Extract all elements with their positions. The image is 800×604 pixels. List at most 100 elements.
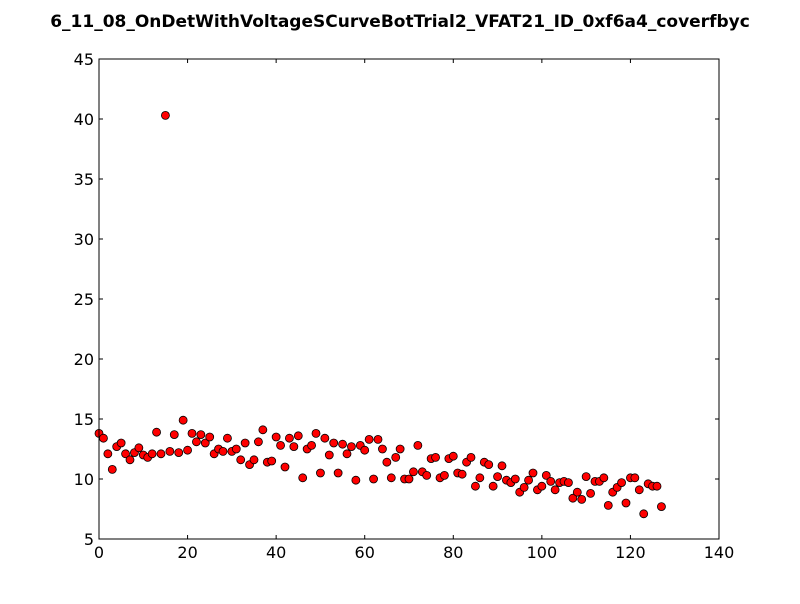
data-point bbox=[231, 444, 241, 454]
data-point bbox=[431, 452, 440, 462]
data-point bbox=[546, 476, 556, 486]
data-point bbox=[276, 440, 285, 450]
data-point bbox=[493, 472, 502, 482]
data-point bbox=[107, 464, 117, 474]
data-point bbox=[174, 448, 184, 458]
data-point bbox=[630, 473, 640, 483]
data-point bbox=[200, 438, 210, 448]
data-point bbox=[528, 468, 538, 478]
data-point bbox=[488, 481, 498, 491]
data-point bbox=[364, 434, 374, 444]
data-point bbox=[564, 478, 573, 488]
data-point bbox=[475, 473, 485, 483]
x-tick-label: 60 bbox=[355, 543, 375, 562]
data-point bbox=[382, 457, 392, 467]
data-point bbox=[298, 473, 308, 483]
data-point bbox=[258, 425, 268, 435]
data-point bbox=[599, 473, 609, 483]
data-point bbox=[550, 485, 560, 495]
data-point bbox=[404, 474, 414, 484]
data-point bbox=[519, 482, 529, 492]
data-point bbox=[351, 475, 361, 485]
data-point bbox=[121, 449, 130, 459]
data-point bbox=[307, 440, 316, 450]
plot-frame bbox=[98, 58, 720, 540]
data-point bbox=[134, 443, 144, 453]
y-tick-label: 20 bbox=[74, 350, 94, 369]
data-point bbox=[196, 430, 206, 440]
data-point bbox=[183, 445, 192, 455]
data-point bbox=[466, 452, 476, 462]
data-point bbox=[223, 433, 232, 443]
data-point bbox=[311, 428, 321, 438]
data-point bbox=[484, 460, 494, 470]
data-point bbox=[360, 445, 370, 455]
data-point bbox=[236, 455, 246, 465]
data-point bbox=[391, 452, 401, 462]
data-point bbox=[161, 111, 170, 120]
data-point bbox=[471, 481, 480, 491]
data-point bbox=[369, 474, 378, 484]
y-tick-label: 25 bbox=[74, 290, 94, 309]
data-point bbox=[289, 442, 299, 452]
y-tick-label: 35 bbox=[74, 170, 94, 189]
data-point bbox=[99, 433, 108, 443]
data-point bbox=[254, 437, 263, 447]
data-point bbox=[617, 478, 626, 488]
x-tick-label: 120 bbox=[615, 543, 646, 562]
data-point bbox=[378, 444, 387, 454]
data-point bbox=[165, 446, 175, 456]
data-point bbox=[541, 470, 551, 480]
data-point bbox=[285, 433, 294, 443]
data-point bbox=[422, 470, 432, 480]
data-point bbox=[324, 450, 334, 460]
x-tick-label: 80 bbox=[443, 543, 463, 562]
data-point bbox=[156, 449, 166, 459]
data-point bbox=[316, 468, 325, 478]
data-point bbox=[249, 455, 259, 465]
data-point bbox=[187, 428, 197, 438]
data-point bbox=[524, 475, 533, 485]
data-point bbox=[218, 446, 228, 456]
axes: 0 20 40 60 80 100 120 140 5 10 15 20 25 30 35 40 45 bbox=[74, 50, 735, 562]
data-point bbox=[440, 470, 449, 480]
data-point bbox=[280, 462, 290, 472]
data-point bbox=[395, 444, 405, 454]
data-point bbox=[572, 487, 582, 497]
data-point bbox=[448, 451, 458, 461]
data-point bbox=[333, 468, 343, 478]
data-point bbox=[386, 473, 396, 483]
data-point bbox=[652, 481, 662, 491]
y-tick-label: 40 bbox=[74, 110, 94, 129]
data-point bbox=[413, 440, 423, 450]
data-point bbox=[586, 488, 595, 498]
chart-title: 6_11_08_OnDetWithVoltageSCurveBotTrial2_… bbox=[50, 12, 750, 32]
data-point bbox=[373, 434, 383, 444]
data-point bbox=[603, 500, 613, 510]
data-point bbox=[103, 449, 113, 459]
data-point bbox=[192, 437, 201, 447]
data-point bbox=[125, 455, 135, 465]
data-point bbox=[634, 485, 644, 495]
data-point bbox=[147, 449, 157, 459]
data-point bbox=[240, 438, 250, 448]
data-point bbox=[267, 456, 277, 466]
data-point bbox=[271, 432, 281, 442]
data-point bbox=[293, 431, 303, 441]
data-point bbox=[152, 427, 161, 437]
data-point bbox=[169, 430, 179, 440]
data-point bbox=[497, 461, 507, 471]
data-point bbox=[178, 415, 188, 425]
y-tick-label: 45 bbox=[74, 50, 94, 69]
y-tick-label: 5 bbox=[84, 530, 94, 549]
data-point bbox=[510, 474, 520, 484]
data-point bbox=[329, 438, 339, 448]
y-tick-label: 30 bbox=[74, 230, 94, 249]
data-point bbox=[657, 502, 666, 512]
y-tick-label: 15 bbox=[74, 410, 94, 429]
data-point bbox=[581, 472, 591, 482]
data-point bbox=[577, 494, 587, 504]
data-point bbox=[568, 493, 578, 503]
data-point bbox=[347, 442, 356, 452]
